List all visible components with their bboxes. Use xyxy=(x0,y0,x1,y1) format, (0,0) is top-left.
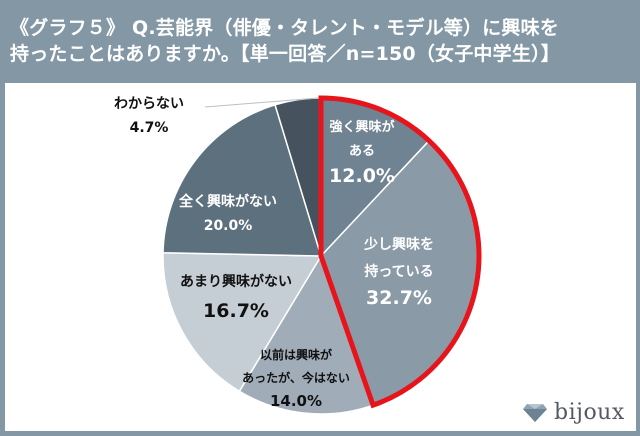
slice-label-previously-interested: 以前は興味が あったが、今はない 14.0% xyxy=(242,347,350,410)
diamond-icon xyxy=(523,403,547,422)
svg-text:16.7%: 16.7% xyxy=(203,300,269,322)
slice-label-not-interested-at-all: 全く興味がない 20.0% xyxy=(178,193,277,234)
svg-text:あまり興味がない: あまり興味がない xyxy=(180,273,292,290)
svg-text:少し興味を: 少し興味を xyxy=(363,236,434,253)
pie-slice xyxy=(238,254,375,415)
logo-text: bijoux xyxy=(554,400,625,425)
chart-title-line-1: 《グラフ５》 Q.芸能界（俳優・タレント・モデル等）に興味を xyxy=(10,17,559,39)
svg-text:4.7%: 4.7% xyxy=(130,120,169,136)
bijoux-logo: bijoux xyxy=(522,400,625,425)
svg-text:あったが、今はない: あったが、今はない xyxy=(242,370,350,385)
svg-text:32.7%: 32.7% xyxy=(366,287,432,309)
svg-text:14.0%: 14.0% xyxy=(270,392,322,410)
svg-text:12.0%: 12.0% xyxy=(329,165,395,187)
svg-text:持っている: 持っている xyxy=(364,263,433,280)
slice-label-somewhat-interested: 少し興味を 持っている 32.7% xyxy=(363,236,434,309)
chart-title-banner: 《グラフ５》 Q.芸能界（俳優・タレント・モデル等）に興味を 持ったことはありま… xyxy=(0,0,640,82)
slice-label-dont-know: わからない 4.7% xyxy=(114,96,184,136)
svg-text:20.0%: 20.0% xyxy=(204,218,253,234)
svg-text:ある: ある xyxy=(349,144,375,159)
svg-text:全く興味がない: 全く興味がない xyxy=(178,193,277,210)
svg-text:わからない: わからない xyxy=(114,96,184,112)
highlight-outline xyxy=(318,95,482,409)
pie-slice xyxy=(162,252,323,393)
svg-text:以前は興味が: 以前は興味が xyxy=(260,347,332,362)
slice-label-strongly-interested: 強く興味が ある 12.0% xyxy=(329,119,395,187)
svg-text:強く興味が: 強く興味が xyxy=(329,119,394,135)
pie-slice xyxy=(162,103,323,257)
chart-title-line-2: 持ったことはありますか。【単一回答／n=150（女子中学生）】 xyxy=(10,43,560,65)
slice-label-not-very-interested: あまり興味がない 16.7% xyxy=(180,273,292,322)
leader-line xyxy=(204,97,319,108)
